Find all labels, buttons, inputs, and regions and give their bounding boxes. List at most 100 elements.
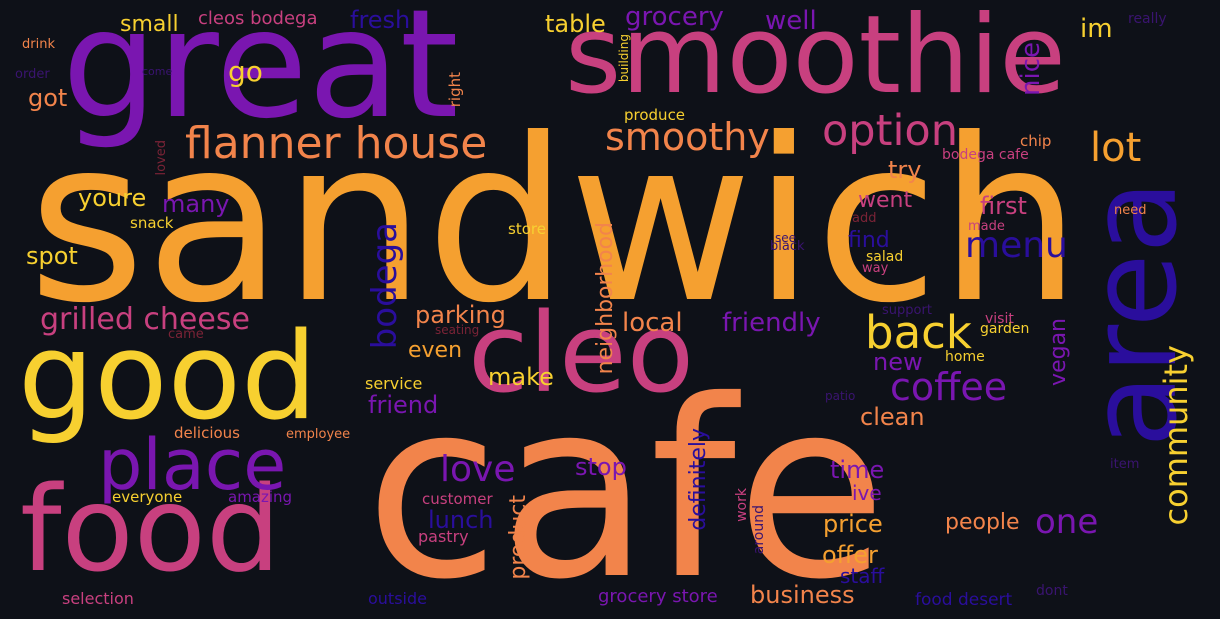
word-even: even [408,338,463,363]
word-good: good [18,308,318,447]
word-make: make [488,363,554,391]
word-pastry: pastry [418,527,469,546]
word-building: building [617,34,631,83]
word-neighborhood: neighborhood [593,222,618,375]
word-snack: snack [130,214,174,232]
word-product: product [506,495,531,580]
word-one: one [1035,502,1099,542]
word-order: order [15,67,50,82]
word-home: home [945,349,985,365]
word-loved: loved [154,140,169,176]
word-clean: clean [860,403,925,431]
word-spot: spot [26,242,78,270]
word-many: many [162,190,230,218]
word-ive: ive [852,481,882,505]
word-garden: garden [980,321,1030,337]
word-first: first [980,192,1027,220]
word-way: way [862,261,889,276]
word-place: place [98,424,287,506]
word-patio: patio [825,389,856,403]
word-visit: visit [985,311,1014,327]
word-delicious: delicious [174,424,240,442]
word-lot: lot [1090,125,1142,171]
word-flanner-house: flanner house [185,118,488,169]
word-friendly: friendly [722,308,821,338]
word-vegan: vegan [1046,318,1071,386]
word-outside: outside [368,589,427,608]
word-price: price [823,510,883,538]
word-business: business [750,581,855,609]
word-came: came [168,327,204,342]
word-smoothy: smoothy [605,115,770,159]
word-need: need [1114,203,1147,218]
word-fresh: fresh [350,6,411,34]
word-lunch: lunch [428,506,494,534]
word-option: option [822,106,958,156]
word-go: go [228,55,263,88]
word-offer: offer [822,541,878,569]
word-black: black [770,239,805,254]
word-see: see [775,231,797,245]
word-nice: nice [1016,42,1046,96]
word-im: im [1080,14,1113,44]
word-new: new [873,348,923,376]
word-stop: stop [575,453,627,481]
word-people: people [945,510,1020,535]
word-local: local [622,308,683,338]
word-made: made [968,219,1005,234]
word-staff: staff [840,564,885,588]
word-bodega-cafe: bodega cafe [942,147,1029,163]
word-got: got [28,84,68,112]
word-grocery: grocery [625,2,724,32]
word-selection: selection [62,589,134,608]
word-food: food [20,460,281,598]
word-try: try [888,156,922,184]
word-love: love [440,449,516,490]
word-produce: produce [624,106,686,124]
word-community: community [1157,345,1195,526]
word-really: really [1128,11,1167,27]
word-customer: customer [422,490,493,508]
word-time: time [830,456,885,484]
word-everyone: everyone [112,488,183,506]
word-sandwich: sandwich [28,91,1082,353]
word-grocery-store: grocery store [598,586,718,607]
word-menu: menu [965,225,1068,266]
word-back: back [865,306,972,359]
word-parking: parking [415,301,506,329]
word-went: went [858,188,913,213]
word-amazing: amazing [228,488,293,506]
word-employee: employee [286,427,351,442]
word-support: support [882,303,932,318]
word-grilled-cheese: grilled cheese [40,302,250,337]
word-dont: dont [1036,583,1068,599]
word-small: small [120,12,179,37]
word-youre: youre [78,184,147,212]
word-well: well [765,6,817,36]
word-cafe: cafe [365,348,887,619]
word-cleos-bodega: cleos bodega [198,8,318,29]
word-come: come [142,65,173,78]
word-right: right [446,72,464,108]
word-bodega: bodega [365,222,405,350]
word-great: great [62,0,459,152]
word-chip: chip [1020,132,1052,150]
word-find: find [848,228,890,253]
word-cleo: cleo [468,289,695,417]
word-around: around [751,505,767,555]
word-table: table [545,10,606,38]
word-smoothie: smoothie [565,0,1066,118]
word-item: item [1110,457,1140,472]
word-definitely: definitely [686,428,711,531]
word-work: work [734,488,750,522]
word-service: service [365,374,423,393]
word-seating: seating [435,323,480,337]
word-drink: drink [22,37,55,52]
word-coffee: coffee [890,365,1008,409]
word-store: store [508,220,546,238]
word-add: add [852,211,877,226]
word-salad: salad [866,249,904,265]
word-friend: friend [368,391,439,419]
word-food-desert: food desert [915,590,1013,610]
